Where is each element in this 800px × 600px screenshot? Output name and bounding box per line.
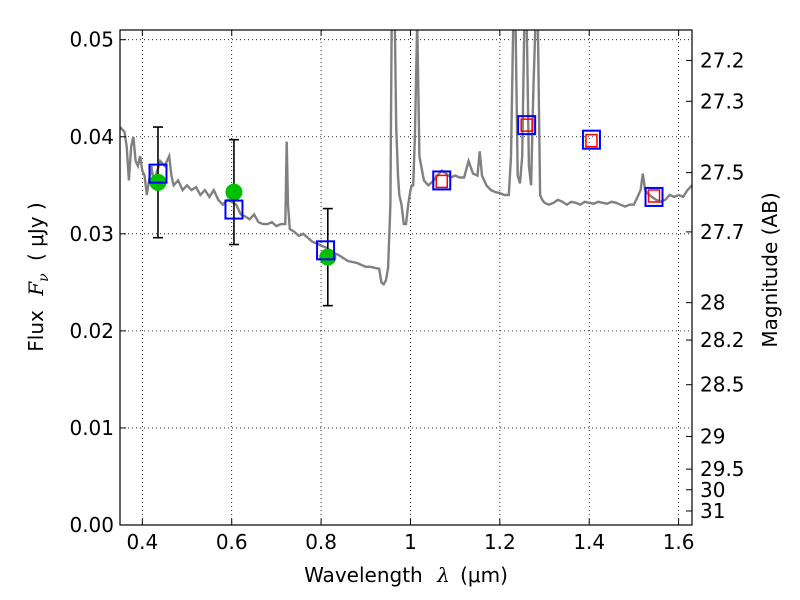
model-square-small (647, 189, 661, 203)
mag-tick-label: 28 (700, 291, 725, 315)
x-tick-label: 0.6 (216, 530, 248, 554)
observed-point (225, 183, 243, 201)
model-square-small (435, 174, 448, 189)
markers-layer (148, 115, 664, 307)
mag-tick-label: 28.2 (700, 328, 745, 352)
observed-point (319, 248, 337, 266)
model-square (644, 186, 664, 207)
axis-ticks: 0.4 0.6 0.8 1 1.2 1.4 1.6 0.00 0.01 0.02 0.03 0.04 0… (69, 28, 744, 554)
mag-tick-label: 29 (700, 424, 725, 448)
mag-tick-label: 27.2 (700, 48, 745, 72)
model-square (517, 115, 537, 136)
x-axis-title: Wavelength λ (μm) (304, 563, 508, 587)
y-tick-label: 0.03 (69, 222, 114, 246)
spectrum-line (120, 30, 692, 287)
mag-tick-label: 29.5 (700, 457, 745, 481)
grid-lines (120, 30, 692, 526)
model-square-small (520, 118, 533, 132)
y-axis-title: Flux Fν ( μJy ) (24, 202, 53, 351)
model-square (148, 163, 168, 184)
model-square (316, 240, 336, 261)
mag-tick-label: 30 (700, 478, 725, 502)
x-tick-label: 0.8 (305, 530, 337, 554)
y-tick-label: 0.00 (69, 513, 114, 537)
y-tick-label: 0.04 (69, 125, 114, 149)
mag-tick-label: 31 (700, 499, 725, 523)
x-tick-label: 1.4 (573, 530, 605, 554)
y-tick-label: 0.05 (69, 28, 114, 52)
x-tick-label: 1.6 (663, 530, 695, 554)
spectrum-layer (120, 30, 692, 287)
plot-frame (119, 29, 693, 526)
model-square-small (585, 133, 598, 148)
x-tick-label: 0.4 (126, 530, 158, 554)
y-tick-label: 0.02 (69, 319, 114, 343)
y-tick-label: 0.01 (69, 416, 114, 440)
y-right-axis-title: Magnitude (AB) (758, 192, 782, 347)
model-square (224, 199, 244, 220)
model-square (432, 170, 452, 191)
x-tick-label: 1.2 (484, 530, 516, 554)
mag-tick-label: 27.7 (700, 220, 745, 244)
x-tick-label: 1 (404, 530, 417, 554)
model-square (581, 129, 601, 150)
mag-tick-label: 28.5 (700, 373, 745, 397)
mag-tick-label: 27.5 (700, 161, 745, 185)
mag-tick-label: 27.3 (700, 89, 745, 113)
